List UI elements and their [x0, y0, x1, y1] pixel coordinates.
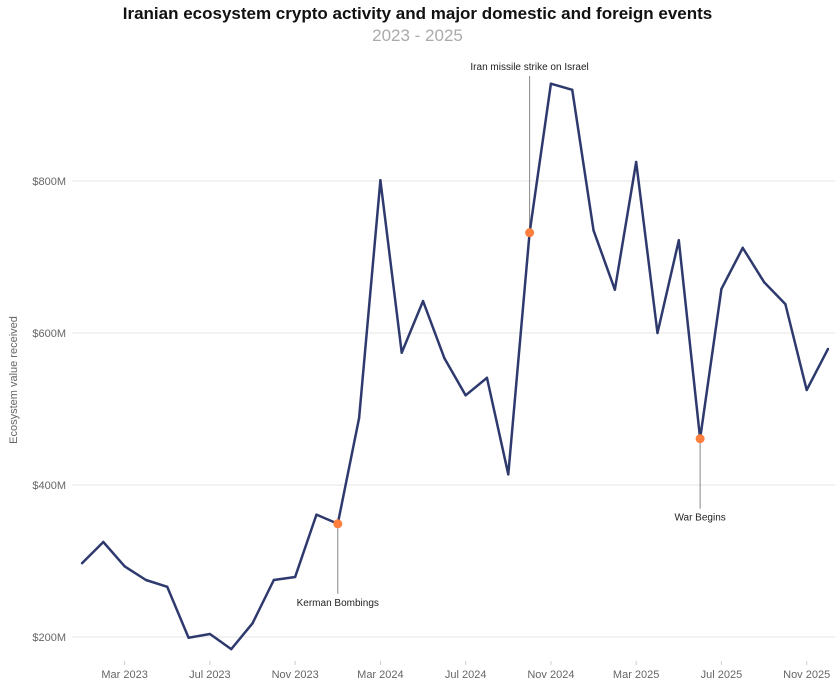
y-tick-label: $200M	[32, 632, 66, 644]
data-point	[357, 416, 361, 420]
data-point	[123, 565, 126, 568]
data-point	[293, 575, 297, 579]
y-tick-label: $400M	[32, 480, 66, 492]
data-point	[826, 347, 830, 351]
x-tick-label: Jul 2023	[189, 669, 231, 681]
data-point	[102, 540, 105, 544]
series-line	[81, 82, 830, 651]
data-point	[485, 376, 489, 380]
data-point	[656, 331, 659, 335]
data-point	[443, 356, 446, 360]
data-point	[272, 578, 276, 582]
data-point	[549, 82, 553, 85]
annotation-label: Iran missile strike on Israel	[470, 62, 588, 73]
y-tick-label: $800M	[32, 176, 66, 188]
y-tick-label: $600M	[32, 328, 66, 340]
chart-title: Iranian ecosystem crypto activity and ma…	[122, 4, 713, 23]
annotation-label: Kerman Bombings	[297, 598, 379, 609]
x-tick-label: Mar 2023	[101, 669, 147, 681]
data-point	[720, 287, 723, 291]
annotation-label: War Begins	[674, 513, 725, 524]
x-tick-label: Mar 2025	[613, 669, 659, 681]
data-point	[80, 562, 84, 565]
data-point	[187, 636, 190, 639]
data-point	[677, 239, 680, 242]
x-tick-label: Jul 2025	[701, 669, 743, 681]
data-point	[741, 246, 744, 250]
event-marker	[333, 519, 343, 529]
data-point	[507, 473, 510, 476]
event-marker	[695, 434, 705, 444]
data-point	[400, 351, 403, 354]
data-point	[208, 632, 212, 636]
data-point	[613, 288, 617, 291]
data-point	[634, 160, 638, 164]
data-point	[230, 647, 233, 651]
x-tick-label: Nov 2025	[783, 669, 830, 681]
x-tick-label: Jul 2024	[445, 669, 487, 681]
data-point	[144, 578, 148, 582]
x-tick-label: Mar 2024	[357, 669, 403, 681]
data-point	[464, 394, 467, 397]
x-tick-label: Nov 2023	[272, 669, 319, 681]
data-point	[571, 88, 574, 92]
chart-subtitle: 2023 - 2025	[372, 26, 463, 45]
data-point	[421, 299, 425, 303]
data-point	[592, 229, 595, 232]
data-point	[379, 179, 382, 182]
data-point	[784, 302, 787, 306]
x-tick-label: Nov 2024	[527, 669, 574, 681]
data-point	[805, 388, 808, 392]
data-point	[166, 585, 169, 589]
data-point	[251, 622, 254, 625]
y-axis-label: Ecosystem value received	[8, 316, 20, 444]
event-marker	[525, 228, 535, 238]
data-point	[315, 513, 318, 516]
data-point	[762, 280, 766, 284]
